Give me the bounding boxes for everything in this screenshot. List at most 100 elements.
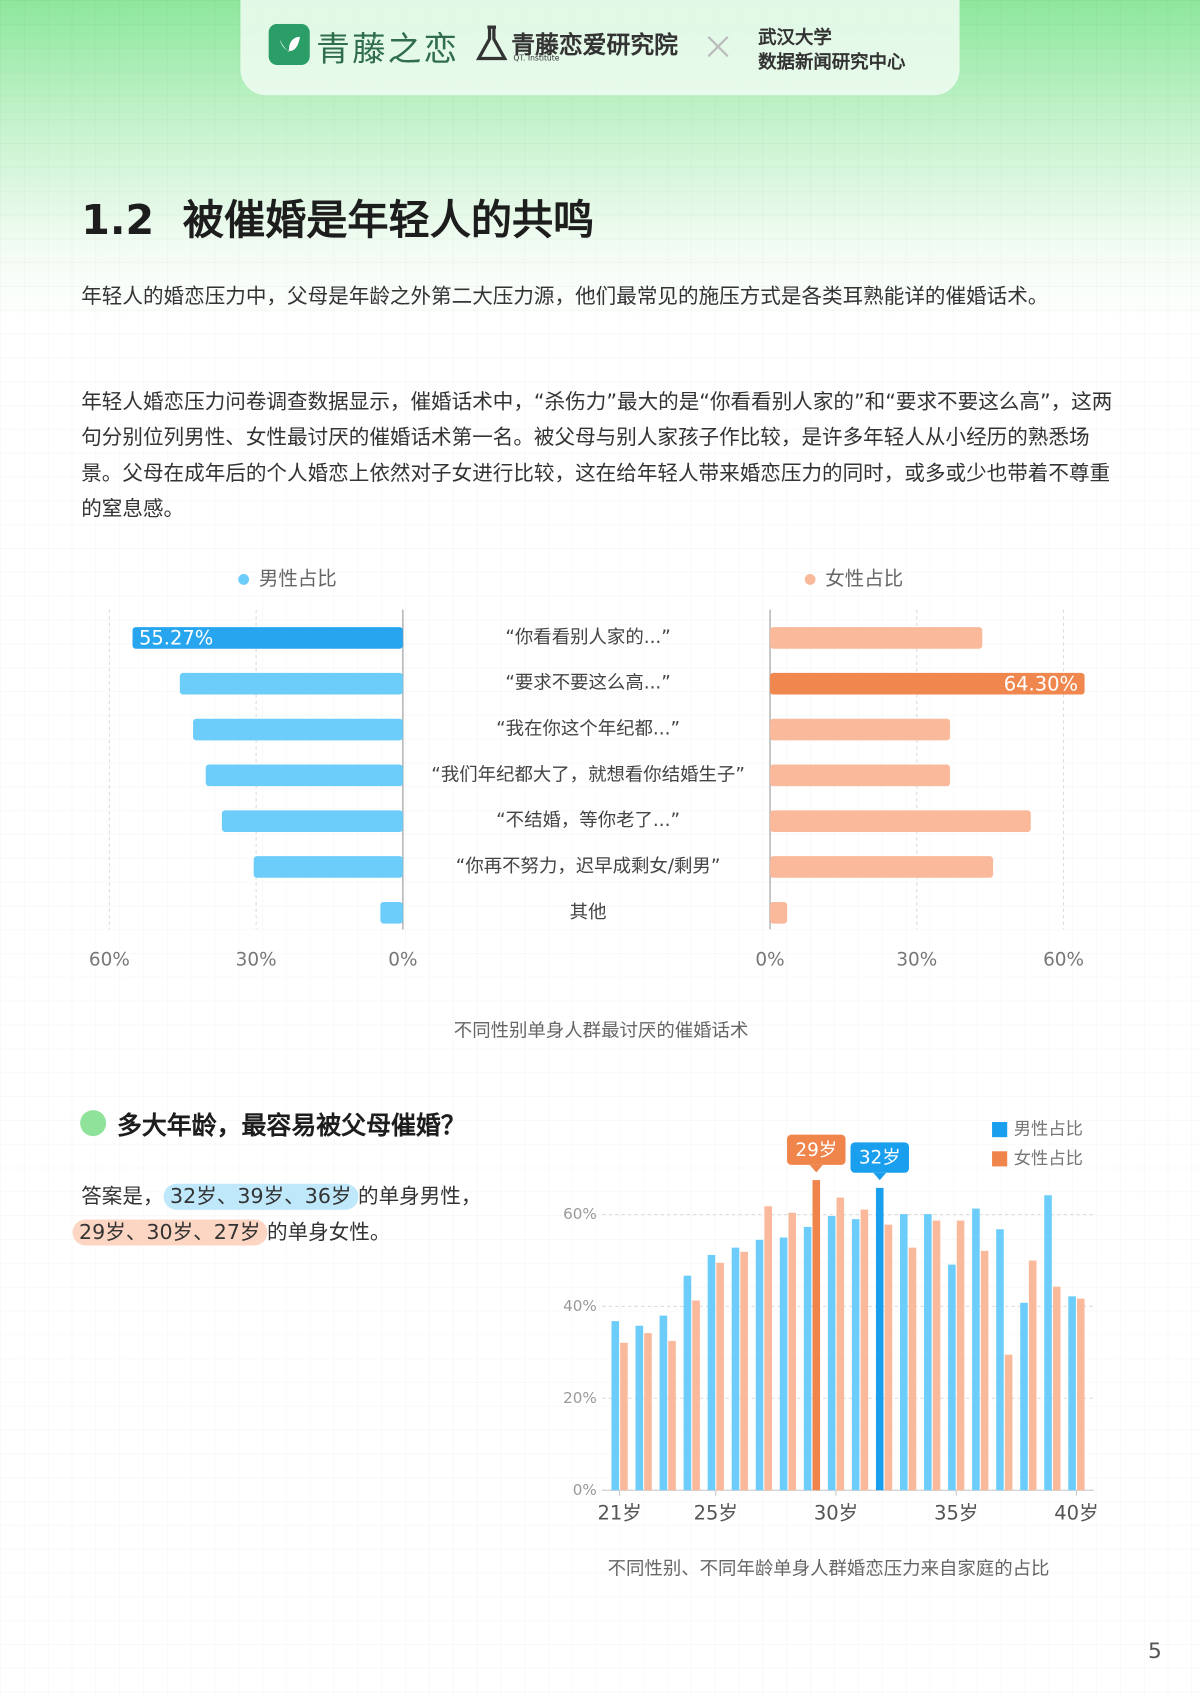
- bar: [770, 901, 788, 924]
- annotation-pointer: [873, 1172, 887, 1181]
- y-tick-label: 20%: [563, 1389, 597, 1407]
- bar: [770, 672, 1085, 695]
- x-tick-label: 30岁: [814, 1502, 858, 1525]
- value-label: 55.27%: [139, 626, 213, 649]
- annotation-pointer: [809, 1164, 823, 1173]
- answer-text: 的单身女性。: [267, 1220, 391, 1245]
- bar: [899, 1214, 908, 1491]
- legend-swatch: [992, 1122, 1008, 1138]
- bar: [779, 1237, 788, 1491]
- y-tick-label: 60%: [563, 1205, 597, 1223]
- bar: [635, 1325, 644, 1491]
- bar: [972, 1208, 980, 1491]
- bar: [731, 1247, 740, 1491]
- chart-caption: 不同性别、不同年龄单身人群婚恋压力来自家庭的占比: [607, 1558, 1050, 1581]
- bar: [924, 1214, 932, 1491]
- category-label: “你看看别人家的...”: [505, 627, 670, 648]
- bar: [788, 1212, 797, 1491]
- x-tick-label: 60%: [1043, 950, 1084, 971]
- bar: [770, 627, 983, 649]
- bar: [668, 1340, 676, 1491]
- x-tick-label: 25岁: [694, 1502, 738, 1525]
- brand-icon: [268, 23, 310, 65]
- bar: [1076, 1298, 1085, 1491]
- bar: [812, 1180, 821, 1491]
- x-tick-label: 40岁: [1054, 1502, 1098, 1525]
- bar: [770, 718, 951, 741]
- annotation-label: 32岁: [859, 1148, 901, 1169]
- bar: [1004, 1354, 1013, 1491]
- bar: [770, 764, 951, 787]
- bar: [851, 1219, 860, 1491]
- value-label: 64.30%: [1004, 672, 1078, 695]
- bar: [644, 1333, 652, 1491]
- bar: [707, 1254, 716, 1491]
- bar: [755, 1239, 764, 1491]
- bar: [836, 1197, 845, 1491]
- legend-swatch: [992, 1151, 1008, 1167]
- x-tick-label: 30%: [896, 950, 937, 971]
- answer-text: 答案是，: [81, 1184, 164, 1209]
- annotation-box: [850, 1142, 909, 1173]
- annotation-box: [787, 1134, 846, 1165]
- bar: [611, 1321, 620, 1491]
- bar: [716, 1262, 724, 1491]
- bar: [980, 1250, 989, 1491]
- bullet: [80, 1110, 107, 1137]
- bar: [932, 1220, 941, 1491]
- bar: [132, 627, 403, 649]
- bar: [884, 1224, 893, 1491]
- page-number: 5: [1148, 1637, 1162, 1664]
- category-label: “我们年纪都大了，就想看你结婚生子”: [431, 764, 745, 785]
- answer-highlight: 29岁、30岁、27岁: [72, 1219, 268, 1246]
- legend-swatch: [804, 574, 816, 585]
- bar: [908, 1247, 917, 1491]
- brand: 青藤之恋: [316, 30, 460, 70]
- bar: [1028, 1260, 1037, 1491]
- x-tick-label: 0%: [388, 950, 417, 971]
- legend-label: 女性占比: [825, 567, 903, 590]
- bar: [875, 1187, 884, 1491]
- legend-swatch: [238, 574, 250, 585]
- legend-label: 男性占比: [1014, 1120, 1083, 1140]
- bar: [205, 764, 403, 787]
- bar: [827, 1215, 836, 1491]
- bar: [620, 1342, 628, 1491]
- bar: [956, 1220, 965, 1491]
- paragraph: 年轻人的婚恋压力中，父母是年龄之外第二大压力源，他们最常见的施压方式是各类耳熟能…: [81, 284, 1049, 309]
- bar: [1020, 1302, 1028, 1491]
- answer-line: 29岁、30岁、27岁 的单身女性。: [72, 1216, 391, 1246]
- category-label: “你再不努力，迟早成剩女/剩男”: [456, 856, 721, 877]
- bar: [770, 856, 994, 878]
- subsection-title: 多大年龄，最容易被父母催婚？: [116, 1112, 466, 1141]
- legend-label: 男性占比: [259, 567, 337, 590]
- institute-en: QT. Institute: [513, 54, 560, 63]
- bar: [683, 1275, 692, 1491]
- bar: [1068, 1296, 1076, 1491]
- legend-label: 女性占比: [1014, 1149, 1083, 1169]
- bar: [740, 1251, 748, 1491]
- chart-caption: 不同性别单身人群最讨厌的催婚话术: [453, 1020, 749, 1042]
- institute: 青藤恋爱研究院: [511, 32, 678, 60]
- y-tick-label: 40%: [563, 1297, 597, 1315]
- bar: [380, 901, 403, 924]
- bar: [253, 856, 403, 878]
- institute-icon: [475, 25, 508, 61]
- bar: [692, 1300, 700, 1491]
- section-title: 1.2 被催婚是年轻人的共鸣: [81, 196, 595, 244]
- bar: [1052, 1286, 1061, 1491]
- bar: [659, 1315, 668, 1491]
- separator: [707, 36, 729, 58]
- bar: [193, 718, 403, 741]
- answer-line: 答案是， 32岁、39岁、36岁 的单身男性，: [81, 1181, 481, 1210]
- category-label: “不结婚，等你老了...”: [496, 810, 680, 831]
- bar: [803, 1226, 812, 1491]
- x-tick-label: 35岁: [934, 1502, 978, 1525]
- y-tick-label: 0%: [573, 1481, 597, 1499]
- bar: [1044, 1195, 1052, 1491]
- annotation-label: 29岁: [795, 1140, 837, 1161]
- paragraph: 年轻人婚恋压力问卷调查数据显示，催婚话术中，“杀伤力”最大的是“你看看别人家的”…: [81, 389, 1113, 521]
